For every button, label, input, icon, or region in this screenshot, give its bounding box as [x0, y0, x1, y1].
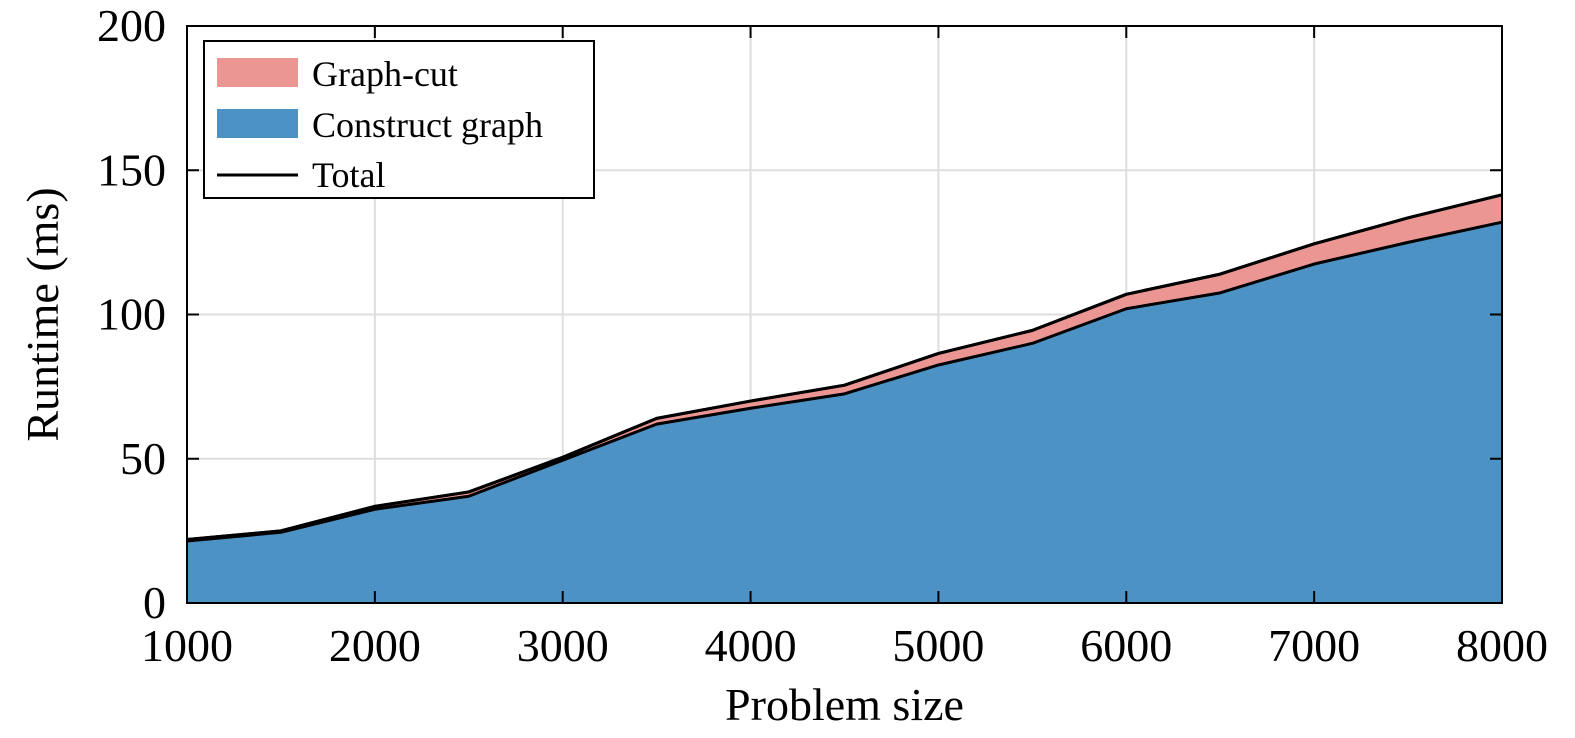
x-tick-label-1000: 1000 [141, 620, 233, 671]
area-edge-construct-graph [186, 220, 1503, 543]
y-tick-label-50: 50 [120, 433, 166, 484]
legend-label-graph-cut: Graph-cut [312, 54, 458, 94]
y-tick-labels: 0 50 100 150 200 [97, 0, 166, 628]
area-construct-graph [187, 222, 1502, 603]
x-tick-label-2000: 2000 [329, 620, 421, 671]
y-axis-title: Runtime (ms) [17, 187, 68, 441]
x-tick-label-7000: 7000 [1268, 620, 1360, 671]
y-tick-label-150: 150 [97, 144, 166, 195]
x-tick-label-8000: 8000 [1456, 620, 1548, 671]
series-lines [186, 193, 1503, 543]
line-total [186, 193, 1503, 542]
legend-label-total: Total [312, 155, 385, 195]
legend-swatch-construct-graph [217, 109, 298, 138]
x-tick-label-3000: 3000 [517, 620, 609, 671]
y-tick-label-0: 0 [143, 577, 166, 628]
x-tick-label-6000: 6000 [1080, 620, 1172, 671]
axis-ticks [186, 25, 1503, 604]
x-tick-label-5000: 5000 [892, 620, 984, 671]
legend-swatch-graph-cut [217, 58, 298, 87]
legend-label-construct-graph: Construct graph [312, 105, 543, 145]
x-tick-label-4000: 4000 [705, 620, 797, 671]
x-tick-labels: 1000 2000 3000 4000 5000 6000 7000 8000 [141, 620, 1548, 671]
legend: Graph-cut Construct graph Total [203, 40, 595, 199]
y-tick-label-100: 100 [97, 289, 166, 340]
y-tick-label-200: 200 [97, 0, 166, 51]
x-axis-title: Problem size [725, 679, 964, 730]
